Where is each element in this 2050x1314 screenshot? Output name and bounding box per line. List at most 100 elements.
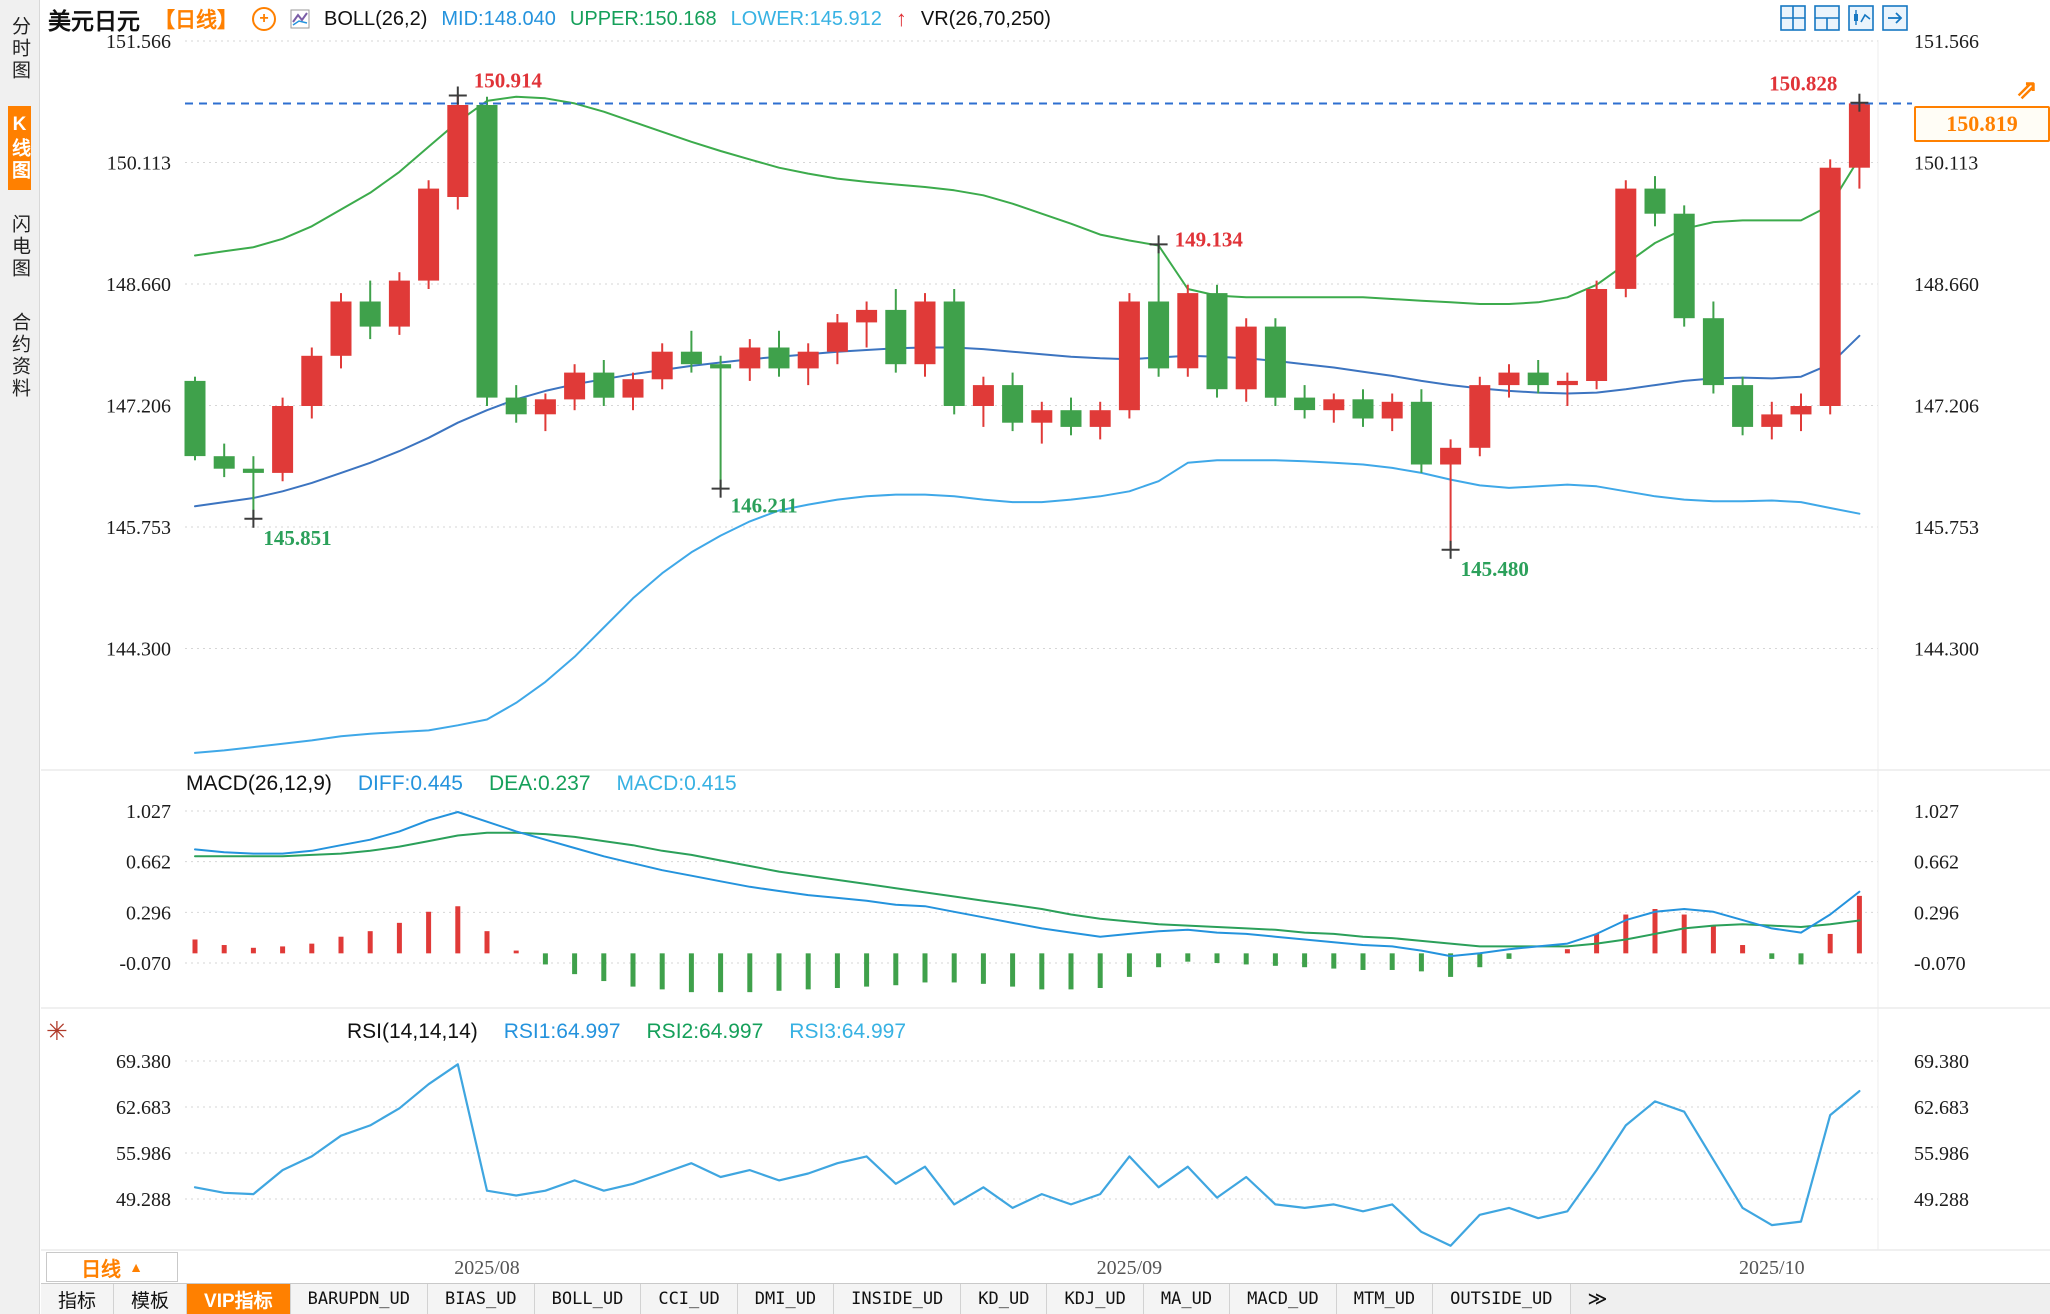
rsi-header: RSI(14,14,14) RSI1:64.997 RSI2:64.997 RS…: [347, 1020, 906, 1044]
macd-histogram: [192, 895, 1862, 993]
rsi3-value: RSI3:64.997: [789, 1020, 907, 1043]
svg-text:150.113: 150.113: [1914, 152, 1978, 174]
price-annotation: 145.851: [244, 509, 332, 550]
macd-macd-value: MACD:0.415: [616, 772, 737, 795]
symbol-title: 美元日元: [48, 8, 140, 34]
bottom-tab-KDJ_UD[interactable]: KDJ_UD: [1047, 1284, 1144, 1314]
sidebar-item-lightning-chart[interactable]: 闪电图: [9, 214, 30, 280]
boll-mid-line: [194, 334, 1861, 508]
add-indicator-icon[interactable]: +: [252, 7, 276, 31]
rsi-indicator-label: RSI(14,14,14): [347, 1020, 478, 1043]
price-annotation: 149.134: [1149, 227, 1244, 254]
bottom-tab-BARUPDN_UD[interactable]: BARUPDN_UD: [290, 1284, 429, 1314]
sidebar-item-kline-chart[interactable]: K线图: [8, 106, 31, 190]
price-up-arrow-icon: ↑: [895, 6, 907, 31]
bottom-tab-OUTSIDE_UD[interactable]: OUTSIDE_UD: [1433, 1284, 1571, 1314]
boll-upper-line: [194, 95, 1861, 305]
overlay-indicator-icon[interactable]: [290, 9, 310, 29]
jump-to-latest-icon[interactable]: ⇗: [2016, 74, 2038, 104]
svg-text:69.380: 69.380: [116, 1051, 171, 1073]
price-annotation: 145.480: [1441, 540, 1529, 581]
svg-text:69.380: 69.380: [1914, 1051, 1969, 1073]
price-annotation: 150.914: [448, 69, 543, 105]
svg-text:145.480: 145.480: [1461, 557, 1529, 581]
period-tag[interactable]: 【日线】: [154, 9, 238, 32]
macd-indicator-label: MACD(26,12,9): [186, 772, 332, 795]
svg-text:62.683: 62.683: [1914, 1097, 1969, 1119]
svg-text:49.288: 49.288: [116, 1189, 171, 1211]
boll-upper-value: UPPER:150.168: [569, 7, 717, 30]
svg-text:1.027: 1.027: [126, 801, 171, 823]
bottom-tab-≫[interactable]: ≫: [1587, 1288, 1608, 1310]
layout-switcher: [1780, 5, 1908, 31]
bottom-tab-BOLL_UD[interactable]: BOLL_UD: [534, 1284, 642, 1314]
svg-text:150.828: 150.828: [1769, 72, 1837, 96]
layout-split-icon[interactable]: [1814, 5, 1840, 31]
bottom-tab-KD_UD[interactable]: KD_UD: [961, 1284, 1048, 1314]
svg-text:49.288: 49.288: [1914, 1189, 1969, 1211]
bottom-tab-CCI_UD[interactable]: CCI_UD: [641, 1284, 738, 1314]
bottom-tab-DMI_UD[interactable]: DMI_UD: [737, 1284, 835, 1314]
svg-text:1.027: 1.027: [1914, 801, 1959, 823]
macd-dea-value: DEA:0.237: [488, 772, 591, 795]
left-sidebar: 分时图 K线图 闪电图 合约资料: [0, 0, 40, 1314]
boll-lower-value: LOWER:145.912: [730, 7, 882, 30]
svg-text:144.300: 144.300: [1914, 638, 1979, 660]
macd-diff-value: DIFF:0.445: [357, 772, 463, 795]
bottom-tab-MTM_UD[interactable]: MTM_UD: [1336, 1284, 1434, 1314]
svg-text:145.851: 145.851: [263, 526, 331, 550]
x-axis-date: 2025/08: [454, 1257, 520, 1279]
period-label: 日线: [81, 1258, 122, 1281]
sidebar-item-timeshare-chart[interactable]: 分时图: [9, 16, 30, 82]
rsi-line: [193, 1063, 1861, 1247]
svg-text:-0.070: -0.070: [1914, 953, 1966, 975]
layout-grid-icon[interactable]: [1780, 5, 1806, 31]
bottom-tab-指标[interactable]: 指标: [41, 1284, 115, 1314]
svg-text:149.134: 149.134: [1175, 227, 1244, 251]
price-annotation: 150.828: [1769, 72, 1869, 112]
bottom-tab-VIP指标[interactable]: VIP指标: [187, 1284, 291, 1314]
svg-text:151.566: 151.566: [1914, 31, 1979, 53]
candlestick-series: [184, 95, 1870, 550]
bottom-tab-INSIDE_UD[interactable]: INSIDE_UD: [834, 1284, 962, 1314]
bottom-tab-MACD_UD[interactable]: MACD_UD: [1230, 1284, 1337, 1314]
svg-text:62.683: 62.683: [116, 1097, 171, 1119]
boll-lower-line: [194, 459, 1861, 754]
svg-text:55.986: 55.986: [116, 1143, 171, 1165]
svg-text:144.300: 144.300: [106, 638, 171, 660]
x-axis-date: 2025/09: [1097, 1257, 1163, 1279]
expand-arrow-icon: ▲: [129, 1259, 143, 1275]
chart-header: 美元日元 【日线】 + BOLL(26,2) MID:148.040 UPPER…: [48, 0, 1850, 38]
boll-mid-value: MID:148.040: [441, 7, 556, 30]
kline-panel-icon[interactable]: [1848, 5, 1874, 31]
svg-text:0.662: 0.662: [126, 852, 171, 874]
svg-text:147.206: 147.206: [106, 395, 171, 417]
svg-text:145.753: 145.753: [1914, 517, 1979, 539]
next-panel-icon[interactable]: [1882, 5, 1908, 31]
macd-diff-line: [194, 811, 1861, 958]
bottom-tab-MA_UD[interactable]: MA_UD: [1143, 1284, 1231, 1314]
sidebar-item-contract-info[interactable]: 合约资料: [9, 312, 30, 400]
vr-indicator-label: VR(26,70,250): [920, 7, 1051, 30]
svg-text:150.914: 150.914: [474, 69, 543, 93]
x-axis-date: 2025/10: [1739, 1257, 1805, 1279]
svg-text:148.660: 148.660: [106, 274, 171, 296]
current-price-tag: 150.819: [1914, 106, 2050, 142]
macd-dea-line: [194, 831, 1861, 948]
svg-text:145.753: 145.753: [106, 517, 171, 539]
main-y-axis: 151.566 151.566 150.113 150.113 148.660 148.6…: [106, 31, 1979, 660]
macd-y-axis: 1.027 1.027 0.662 0.662 0.296 0.296 -0.070 -0.0…: [119, 801, 1965, 975]
svg-text:150.113: 150.113: [107, 152, 171, 174]
svg-text:147.206: 147.206: [1914, 395, 1979, 417]
svg-text:55.986: 55.986: [1914, 1143, 1969, 1165]
svg-text:148.660: 148.660: [1914, 274, 1979, 296]
bottom-tab-模板[interactable]: 模板: [114, 1284, 188, 1314]
svg-text:151.566: 151.566: [106, 31, 171, 53]
rsi1-value: RSI1:64.997: [503, 1020, 621, 1043]
svg-text:-0.070: -0.070: [119, 953, 171, 975]
indicator-settings-icon[interactable]: ✳: [46, 1016, 68, 1046]
svg-text:0.296: 0.296: [1914, 902, 1959, 924]
bottom-tab-BIAS_UD[interactable]: BIAS_UD: [428, 1284, 535, 1314]
period-selector[interactable]: 日线 ▲: [46, 1252, 178, 1282]
